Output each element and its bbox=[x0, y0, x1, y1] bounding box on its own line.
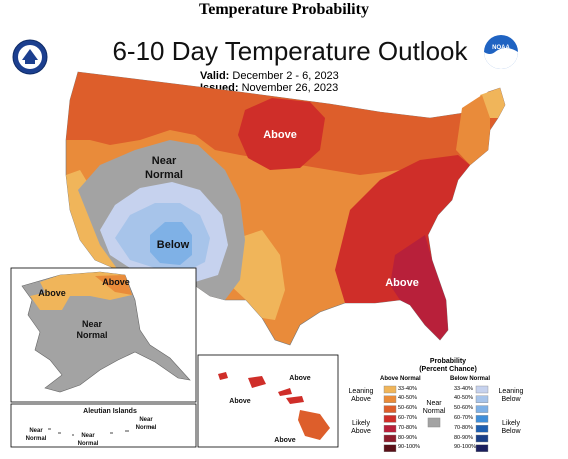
region-southeast-70-80 bbox=[390, 235, 448, 340]
legend-likely-above-1: Likely bbox=[352, 420, 370, 427]
legend-above-swatch-6 bbox=[383, 444, 397, 452]
legend-above-label-4: 70-80% bbox=[398, 424, 417, 431]
label-upper-midwest: Above bbox=[263, 129, 297, 141]
legend-below-swatch-2 bbox=[475, 405, 489, 413]
legend-leaning-above-2: Above bbox=[351, 396, 371, 403]
aleutian-inset-frame bbox=[10, 403, 197, 448]
label-aleutian-near-2: Near bbox=[81, 433, 95, 439]
legend-title-line2: (Percent Chance) bbox=[419, 366, 477, 373]
legend-below-swatch-4 bbox=[475, 425, 489, 433]
legend-near-normal: Near Normal bbox=[420, 400, 448, 416]
legend-above-swatches bbox=[383, 385, 397, 452]
legend-near-swatch bbox=[427, 417, 441, 428]
label-hawaii-mid: Above bbox=[289, 375, 311, 382]
legend-leaning-below-1: Leaning bbox=[498, 388, 524, 395]
legend-title-line1: Probability bbox=[429, 358, 467, 365]
region-texas-33-40 bbox=[230, 230, 285, 320]
label-aleutian-near-3: Near bbox=[139, 417, 153, 423]
label-alaska-near: Near bbox=[82, 319, 103, 329]
legend-above-label-2: 50-60% bbox=[398, 405, 417, 412]
noaa-logo-icon: NOAA bbox=[484, 35, 518, 69]
legend-likely-above-2: Above bbox=[351, 428, 371, 435]
alaska-above-west bbox=[30, 292, 70, 310]
map-title: 6-10 Day Temperature Outlook bbox=[112, 36, 468, 66]
region-southeast-60-70 bbox=[335, 155, 470, 303]
label-alaska-normal: Normal bbox=[76, 330, 107, 340]
label-aleutian-normal-2: Normal bbox=[78, 441, 99, 447]
region-below-50-60 bbox=[150, 222, 192, 265]
legend-leaning-above: Leaning Above bbox=[344, 388, 378, 404]
legend-leaning-below-2: Below bbox=[501, 396, 521, 403]
label-hawaii-east: Above bbox=[274, 437, 296, 444]
doc-seal-icon bbox=[12, 39, 48, 75]
legend-leaning-below: Leaning Below bbox=[494, 388, 528, 404]
label-southwest: Below bbox=[157, 239, 190, 251]
legend-above-swatch-5 bbox=[383, 434, 397, 443]
label-aleutian-normal-3: Normal bbox=[136, 425, 157, 431]
legend-below-label-5: 80-90% bbox=[454, 434, 473, 441]
legend-below-swatch-6 bbox=[475, 444, 489, 452]
legend-below-label-3: 60-70% bbox=[454, 414, 473, 421]
legend-below-label-6: 90-100% bbox=[454, 444, 477, 451]
legend-below-label-1: 40-50% bbox=[454, 395, 473, 402]
legend-likely-above: Likely Above bbox=[344, 420, 378, 436]
label-alaska-northeast: Above bbox=[102, 277, 130, 287]
legend-likely-below: Likely Below bbox=[494, 420, 528, 436]
label-southeast: Above bbox=[385, 277, 419, 289]
legend-below-swatch-3 bbox=[475, 415, 489, 423]
svg-text:NOAA: NOAA bbox=[492, 45, 510, 51]
legend-below-swatch-1 bbox=[475, 395, 489, 403]
label-aleutian-title: Aleutian Islands bbox=[83, 408, 137, 415]
legend-below-label-0: 33-40% bbox=[454, 385, 473, 392]
legend-below-label-2: 50-60% bbox=[454, 405, 473, 412]
legend-above-swatch-1 bbox=[383, 395, 397, 403]
label-alaska-north: Above bbox=[38, 288, 66, 298]
legend-above-swatch-3 bbox=[383, 415, 397, 423]
legend-above-label-5: 80-90% bbox=[398, 434, 417, 441]
legend-below-label-4: 70-80% bbox=[454, 424, 473, 431]
page-title: Temperature Probability bbox=[199, 1, 369, 18]
legend-likely-below-1: Likely bbox=[502, 420, 520, 427]
issued-value: November 26, 2023 bbox=[241, 82, 339, 94]
legend-leaning-above-1: Leaning bbox=[348, 388, 374, 395]
label-west-normal: Normal bbox=[145, 169, 183, 181]
legend-near-2: Normal bbox=[422, 408, 446, 415]
legend-near-1: Near bbox=[426, 400, 442, 407]
alaska-above-northeast bbox=[95, 275, 132, 295]
legend-above-swatch-0 bbox=[383, 385, 397, 394]
hawaii-islands bbox=[218, 372, 330, 440]
legend-below-swatch-0 bbox=[475, 385, 489, 394]
legend-above-swatch-4 bbox=[383, 425, 397, 433]
legend-above-label-1: 40-50% bbox=[398, 395, 417, 402]
legend-likely-below-2: Below bbox=[501, 428, 521, 435]
legend-above-swatch-2 bbox=[383, 405, 397, 413]
region-upper-midwest-60-70 bbox=[238, 98, 325, 170]
label-aleutian-near-1: Near bbox=[29, 428, 43, 434]
legend-below-swatch-5 bbox=[475, 434, 489, 443]
legend-above-label-6: 90-100% bbox=[398, 444, 421, 451]
legend-below-swatches bbox=[475, 385, 489, 452]
valid-value: December 2 - 6, 2023 bbox=[232, 70, 339, 82]
label-west-near: Near bbox=[152, 155, 177, 167]
legend-above-label-0: 33-40% bbox=[398, 385, 417, 392]
label-hawaii-west: Above bbox=[229, 398, 251, 405]
label-aleutian-normal-1: Normal bbox=[26, 436, 47, 442]
region-newengland-40-50 bbox=[456, 95, 490, 165]
valid-label: Valid: bbox=[200, 70, 230, 82]
legend-above-header: Above Normal bbox=[380, 376, 421, 382]
legend-below-header: Below Normal bbox=[450, 376, 491, 382]
legend-above-label-3: 60-70% bbox=[398, 414, 417, 421]
valid-line: Valid: December 2 - 6, 2023 bbox=[200, 70, 420, 82]
legend-title: Probability (Percent Chance) bbox=[408, 358, 488, 374]
aleutian-islands bbox=[48, 426, 153, 436]
